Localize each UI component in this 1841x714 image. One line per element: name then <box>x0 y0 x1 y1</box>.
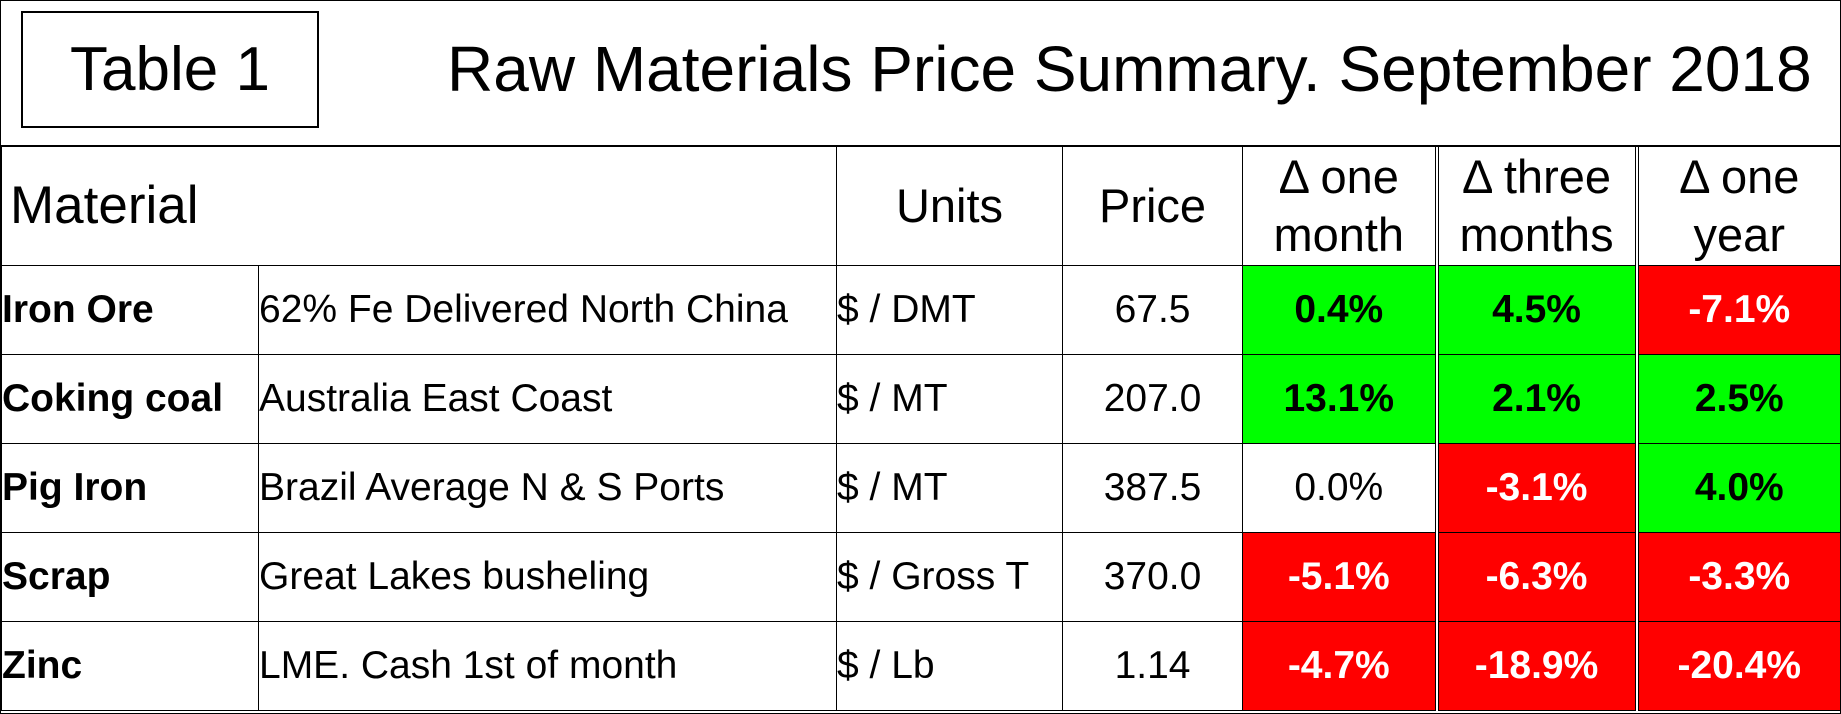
material-price: 387.5 <box>1062 443 1244 533</box>
delta-one-month: 0.0% <box>1242 443 1438 533</box>
delta-one-year: -7.1% <box>1634 265 1841 355</box>
column-header-row: Material Units Price Δ one month Δ three… <box>0 146 1841 266</box>
material-name: Pig Iron <box>1 443 259 533</box>
material-units: $ / Lb <box>836 621 1064 711</box>
column-header-units: Units <box>836 146 1064 266</box>
delta-three-months: 2.1% <box>1434 354 1638 444</box>
material-price: 207.0 <box>1062 354 1244 444</box>
material-description: LME. Cash 1st of month <box>257 621 838 711</box>
delta-three-months: -18.9% <box>1434 621 1638 711</box>
material-description: Australia East Coast <box>257 354 838 444</box>
column-header-delta-three-months: Δ three months <box>1434 146 1638 266</box>
delta-three-months: 4.5% <box>1434 265 1638 355</box>
price-summary-table: Material Units Price Δ one month Δ three… <box>0 146 1841 711</box>
material-name: Zinc <box>1 621 259 711</box>
material-description: 62% Fe Delivered North China <box>257 265 838 355</box>
delta-three-months: -6.3% <box>1434 532 1638 622</box>
material-name: Iron Ore <box>1 265 259 355</box>
delta-one-year: 2.5% <box>1634 354 1841 444</box>
material-price: 1.14 <box>1062 621 1244 711</box>
material-units: $ / MT <box>836 443 1064 533</box>
material-price: 67.5 <box>1062 265 1244 355</box>
column-header-delta-three-months-line1: Δ three <box>1462 150 1612 203</box>
delta-three-months: -3.1% <box>1434 443 1638 533</box>
material-price: 370.0 <box>1062 532 1244 622</box>
column-header-delta-one-year-line2: year <box>1693 208 1785 261</box>
material-units: $ / Gross T <box>836 532 1064 622</box>
material-units: $ / MT <box>836 354 1064 444</box>
column-header-delta-one-month: Δ one month <box>1242 146 1438 266</box>
column-header-delta-one-year: Δ one year <box>1634 146 1841 266</box>
column-header-price: Price <box>1062 146 1244 266</box>
delta-one-month: 13.1% <box>1242 354 1438 444</box>
material-name: Scrap <box>1 532 259 622</box>
page-title: Raw Materials Price Summary. September 2… <box>447 33 1812 105</box>
table-row: Iron Ore 62% Fe Delivered North China $ … <box>1 265 1841 355</box>
delta-one-year: -3.3% <box>1634 532 1841 622</box>
column-header-delta-one-month-line2: month <box>1273 208 1405 261</box>
column-header-material: Material <box>0 146 838 266</box>
delta-one-month: 0.4% <box>1242 265 1438 355</box>
table-row: Zinc LME. Cash 1st of month $ / Lb 1.14 … <box>1 621 1841 711</box>
delta-one-year: 4.0% <box>1634 443 1841 533</box>
table-row: Coking coal Australia East Coast $ / MT … <box>1 354 1841 444</box>
table-row: Pig Iron Brazil Average N & S Ports $ / … <box>1 443 1841 533</box>
delta-one-year: -20.4% <box>1634 621 1841 711</box>
column-header-delta-three-months-line2: months <box>1459 208 1614 261</box>
table-header: Table 1 Raw Materials Price Summary. Sep… <box>1 1 1840 147</box>
table-row: Scrap Great Lakes busheling $ / Gross T … <box>1 532 1841 622</box>
material-units: $ / DMT <box>836 265 1064 355</box>
material-description: Brazil Average N & S Ports <box>257 443 838 533</box>
material-name: Coking coal <box>1 354 259 444</box>
column-header-delta-one-month-line1: Δ one <box>1278 150 1399 203</box>
column-header-delta-one-year-line1: Δ one <box>1679 150 1800 203</box>
material-description: Great Lakes busheling <box>257 532 838 622</box>
table-label: Table 1 <box>21 11 319 128</box>
delta-one-month: -4.7% <box>1242 621 1438 711</box>
delta-one-month: -5.1% <box>1242 532 1438 622</box>
